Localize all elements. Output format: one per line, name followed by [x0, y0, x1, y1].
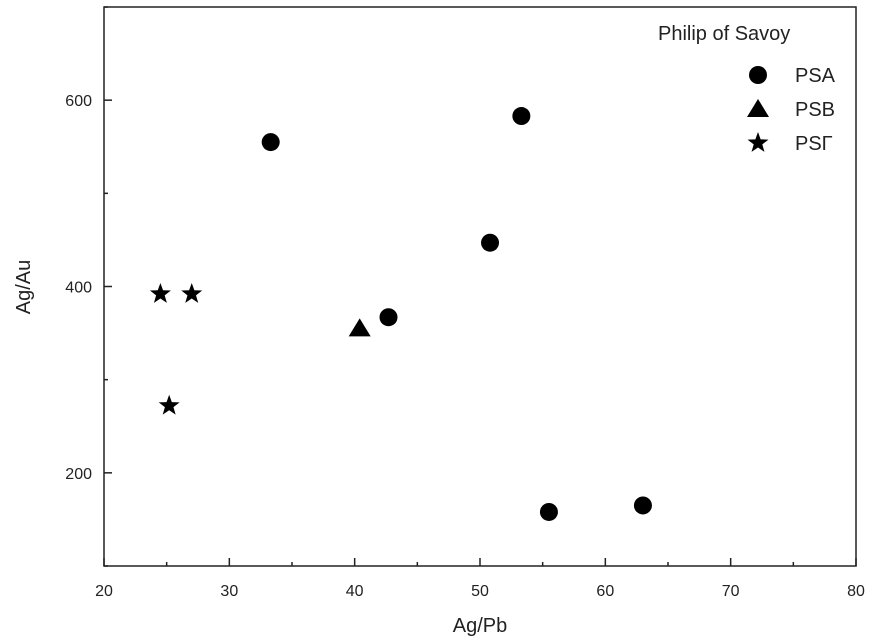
legend-label: PSA [795, 65, 836, 87]
data-point-circle [539, 502, 558, 521]
x-axis: 20 30 40 50 60 70 80 [95, 558, 865, 600]
data-point-circle [481, 233, 500, 252]
legend-marker-star [747, 132, 769, 152]
legend-marker-circle [749, 66, 767, 84]
y-tick-label: 200 [65, 466, 92, 483]
legend: Philip of Savoy PSA PSB PSΓ [658, 23, 836, 155]
data-point-star [149, 282, 171, 303]
legend-marker-triangle [747, 99, 769, 117]
legend-label: PSΓ [795, 133, 833, 155]
data-point-circle [633, 496, 652, 515]
x-axis-title: Ag/Pb [453, 615, 507, 637]
data-point-star [181, 282, 203, 303]
data-point-circle [379, 308, 398, 327]
x-tick-label: 60 [596, 583, 614, 600]
x-tick-label: 40 [346, 583, 364, 600]
y-axis: 200 400 600 [65, 6, 112, 567]
data-points [149, 107, 652, 521]
data-point-circle [512, 107, 531, 126]
y-axis-title: Ag/Au [13, 260, 35, 314]
x-tick-label: 70 [722, 583, 740, 600]
data-point-circle [261, 133, 280, 152]
x-tick-label: 50 [471, 583, 489, 600]
data-point-triangle [348, 318, 371, 337]
legend-label: PSB [795, 99, 835, 121]
x-tick-label: 80 [847, 583, 865, 600]
y-tick-label: 400 [65, 280, 92, 297]
y-tick-label: 600 [65, 93, 92, 110]
x-tick-label: 30 [220, 583, 238, 600]
data-point-star [158, 394, 180, 415]
x-tick-label: 20 [95, 583, 113, 600]
legend-title: Philip of Savoy [658, 23, 790, 45]
plot-frame [103, 6, 857, 567]
